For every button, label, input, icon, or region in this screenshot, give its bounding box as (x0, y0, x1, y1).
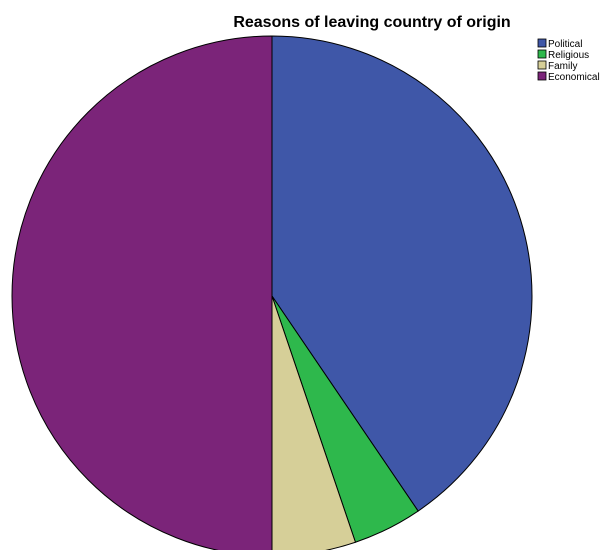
legend-swatch-family (537, 60, 547, 70)
pie-slice-political (271, 35, 533, 512)
pie-slice-economical (11, 35, 273, 550)
legend-label-economical: Economical (548, 72, 600, 83)
legend-swatch-economical (537, 71, 547, 81)
pie-slice-family (271, 295, 356, 550)
chart-title: Reasons of leaving country of origin (233, 14, 510, 31)
pie-slices (11, 35, 533, 550)
legend-label-religious: Religious (548, 50, 589, 61)
legend-label-family: Family (548, 61, 577, 72)
legend-label-political: Political (548, 39, 582, 50)
legend-swatch-religious (537, 49, 547, 59)
legend-swatch-political (537, 38, 547, 48)
